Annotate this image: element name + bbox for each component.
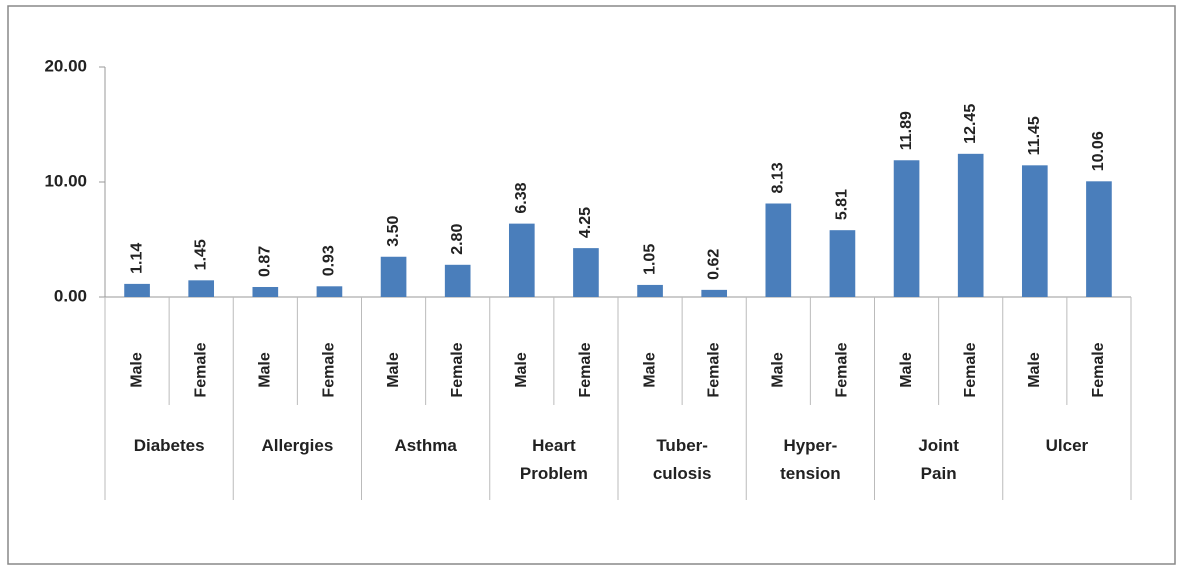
bar: [444, 264, 471, 297]
bar: [252, 286, 279, 297]
bar: [637, 284, 663, 297]
data-label: 0.93: [321, 245, 338, 276]
bar: [1086, 181, 1112, 297]
data-label: 3.50: [385, 216, 402, 247]
data-label: 1.05: [641, 244, 658, 275]
data-label: 2.80: [449, 224, 466, 255]
bar: [701, 289, 728, 297]
group-label: Tuber- culosis: [652, 436, 712, 483]
group-label: Heart Problem: [519, 436, 588, 483]
bar: [893, 160, 920, 297]
x-tick-label: Male: [128, 352, 145, 388]
data-label: 4.25: [577, 207, 594, 238]
data-label: 0.62: [705, 249, 722, 280]
y-tick-label: 0.00: [54, 286, 87, 305]
x-tick-label: Female: [834, 342, 851, 397]
x-tick-label: Female: [1090, 342, 1107, 397]
group-label: Hyper- tension: [780, 436, 841, 483]
x-tick-label: Female: [705, 342, 722, 397]
bar: [765, 203, 792, 297]
data-label: 10.06: [1090, 131, 1107, 171]
bar: [124, 283, 150, 297]
x-tick-label: Male: [898, 352, 915, 388]
x-tick-label: Female: [962, 342, 979, 397]
group-label: Joint Pain: [918, 436, 959, 483]
x-tick-label: Female: [449, 342, 466, 397]
x-tick-label: Female: [321, 342, 338, 397]
data-label: 6.38: [513, 182, 530, 213]
bar: [508, 223, 535, 297]
group-label: Ulcer: [1045, 436, 1089, 455]
bar: [380, 256, 407, 297]
bar: [188, 280, 215, 297]
data-label: 1.45: [192, 239, 209, 270]
data-label: 12.45: [962, 104, 979, 144]
bar: [573, 248, 599, 297]
y-tick-label: 20.00: [44, 56, 87, 75]
x-tick-label: Male: [1026, 352, 1043, 388]
bar: [1021, 165, 1048, 297]
x-tick-label: Male: [641, 352, 658, 388]
x-tick-label: Female: [577, 342, 594, 397]
x-tick-label: Male: [513, 352, 530, 388]
x-tick-label: Male: [385, 352, 402, 388]
data-label: 8.13: [770, 162, 787, 193]
group-label: Diabetes: [133, 436, 205, 455]
bar: [316, 286, 343, 297]
data-label: 5.81: [834, 189, 851, 220]
group-label: Asthma: [394, 436, 457, 455]
y-tick-label: 10.00: [44, 171, 87, 190]
x-tick-label: Male: [257, 352, 274, 388]
x-tick-label: Male: [770, 352, 787, 388]
bar: [957, 153, 984, 297]
data-label: 0.87: [257, 246, 274, 277]
group-label: Allergies: [261, 436, 334, 455]
data-label: 11.89: [898, 111, 915, 150]
bar: [829, 230, 856, 297]
x-tick-label: Female: [192, 342, 209, 397]
data-label: 1.14: [128, 243, 145, 274]
data-label: 11.45: [1026, 116, 1043, 155]
